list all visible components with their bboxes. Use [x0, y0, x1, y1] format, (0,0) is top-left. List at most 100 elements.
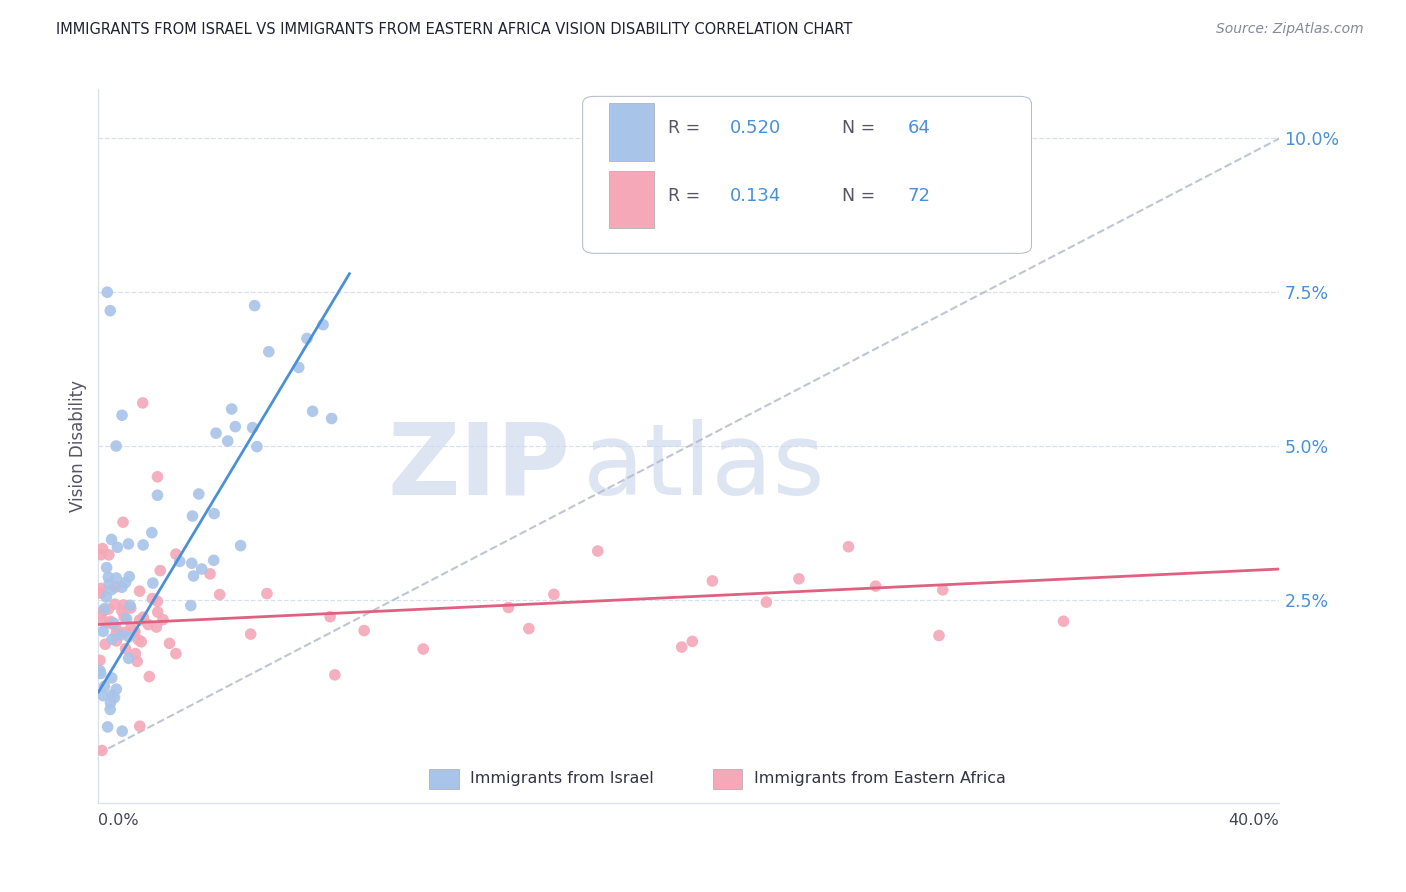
Point: [1052, 614, 1074, 628]
Point: [110, 628, 132, 642]
Point: [202, 507, 225, 521]
Point: [90, 607, 112, 621]
Point: [97, 720, 120, 734]
Point: [111, 724, 134, 739]
Point: [112, 598, 135, 612]
Point: [96, 285, 118, 300]
Point: [105, 627, 128, 641]
Text: IMMIGRANTS FROM ISRAEL VS IMMIGRANTS FROM EASTERN AFRICA VISION DISABILITY CORRE: IMMIGRANTS FROM ISRAEL VS IMMIGRANTS FRO…: [56, 22, 852, 37]
Point: [517, 622, 540, 636]
Point: [586, 544, 609, 558]
Point: [97, 548, 120, 562]
Point: [702, 574, 724, 588]
Point: [412, 642, 434, 657]
FancyBboxPatch shape: [609, 171, 654, 228]
Point: [105, 541, 128, 555]
Text: 0.520: 0.520: [730, 120, 782, 137]
Point: [180, 556, 202, 570]
Point: [198, 566, 221, 581]
Point: [146, 488, 169, 502]
Point: [91, 541, 114, 556]
Point: [146, 594, 169, 608]
Point: [165, 547, 187, 561]
Point: [96, 560, 118, 574]
Text: Source: ZipAtlas.com: Source: ZipAtlas.com: [1216, 22, 1364, 37]
FancyBboxPatch shape: [609, 103, 654, 161]
Point: [91, 689, 114, 703]
Point: [837, 540, 859, 554]
Point: [105, 439, 128, 453]
Text: N =: N =: [842, 120, 876, 137]
Point: [90, 548, 112, 562]
Point: [103, 690, 125, 705]
Point: [115, 612, 138, 626]
Point: [97, 570, 120, 584]
Point: [101, 688, 124, 702]
Point: [671, 640, 693, 654]
Point: [128, 584, 150, 599]
Point: [319, 609, 342, 624]
Text: 40.0%: 40.0%: [1229, 813, 1279, 828]
Point: [323, 668, 346, 682]
Point: [498, 600, 520, 615]
Text: N =: N =: [842, 187, 876, 205]
Point: [117, 537, 139, 551]
Point: [90, 666, 112, 681]
Point: [353, 624, 375, 638]
Point: [120, 601, 142, 615]
Point: [104, 620, 127, 634]
Point: [104, 580, 127, 594]
FancyBboxPatch shape: [429, 769, 458, 789]
Point: [112, 515, 135, 529]
Point: [105, 634, 128, 648]
Point: [93, 679, 115, 693]
Point: [128, 613, 150, 627]
Text: 64: 64: [907, 120, 931, 137]
Point: [100, 582, 122, 597]
Point: [257, 344, 280, 359]
Point: [187, 487, 209, 501]
Point: [141, 591, 163, 606]
Point: [205, 426, 228, 441]
Point: [100, 671, 122, 685]
Point: [104, 597, 127, 611]
Text: Immigrants from Israel: Immigrants from Israel: [471, 771, 654, 786]
Point: [242, 420, 264, 434]
Point: [141, 525, 163, 540]
Point: [132, 396, 155, 410]
Point: [149, 564, 172, 578]
Point: [89, 664, 111, 678]
Text: R =: R =: [668, 120, 700, 137]
Point: [90, 586, 112, 600]
Point: [111, 580, 134, 594]
Point: [96, 590, 118, 604]
Point: [165, 647, 187, 661]
Point: [112, 610, 135, 624]
Text: atlas: atlas: [582, 419, 824, 516]
Point: [132, 610, 155, 624]
Point: [127, 654, 149, 668]
Text: R =: R =: [668, 187, 700, 205]
Point: [112, 625, 135, 640]
Point: [152, 613, 174, 627]
Point: [120, 599, 142, 613]
Point: [100, 533, 122, 547]
Point: [97, 602, 120, 616]
Point: [221, 402, 243, 417]
Point: [103, 616, 125, 631]
Point: [101, 632, 124, 647]
Point: [180, 599, 202, 613]
Point: [120, 621, 142, 635]
Point: [105, 682, 128, 697]
Point: [124, 647, 146, 661]
Point: [932, 582, 955, 597]
Point: [98, 577, 121, 591]
Point: [755, 595, 778, 609]
Point: [229, 539, 252, 553]
Point: [191, 562, 214, 576]
Point: [93, 603, 115, 617]
Point: [142, 576, 165, 591]
Point: [114, 641, 136, 656]
FancyBboxPatch shape: [713, 769, 742, 789]
Point: [111, 604, 134, 618]
